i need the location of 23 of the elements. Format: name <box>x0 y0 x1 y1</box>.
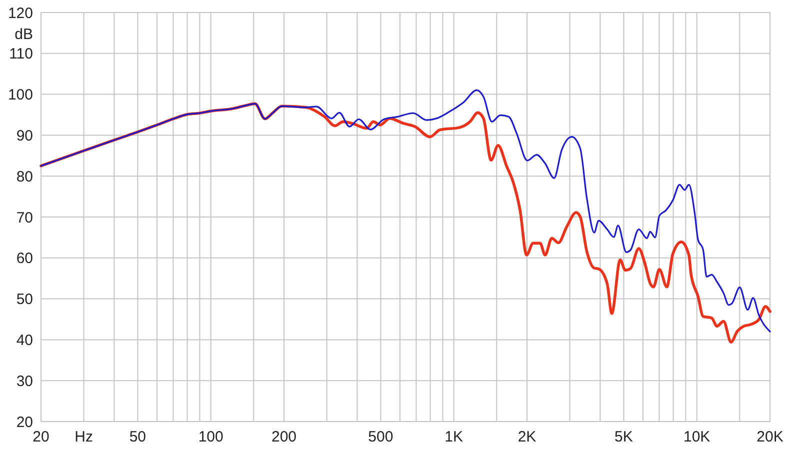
x-tick-label: 100 <box>198 428 224 446</box>
y-tick-label: 30 <box>16 372 33 390</box>
x-tick-label: 500 <box>368 428 394 446</box>
x-tick-label: 5K <box>614 428 633 446</box>
x-tick-label: 2K <box>518 428 536 446</box>
y-tick-label: 60 <box>16 250 33 268</box>
x-tick-label: Hz <box>74 428 93 446</box>
y-tick-label: 50 <box>16 291 33 308</box>
x-tick-label: 20K <box>756 428 784 446</box>
y-tick-label: 110 <box>9 46 33 63</box>
y-tick-label: 80 <box>16 168 33 186</box>
x-tick-label: 200 <box>271 428 297 446</box>
x-tick-label: 10K <box>684 428 710 446</box>
y-tick-label: 20 <box>16 414 33 431</box>
x-tick-label: 20 <box>32 428 50 446</box>
y-tick-label: 40 <box>16 332 33 349</box>
y-tick-label: 70 <box>16 209 33 226</box>
x-tick-label: 50 <box>129 428 146 446</box>
y-tick-label: 90 <box>16 127 33 144</box>
y-tick-label: 100 <box>8 86 33 104</box>
x-tick-label: 1K <box>444 428 464 446</box>
y-tick-label: 120 <box>8 4 33 22</box>
y-axis-title: dB <box>14 26 33 43</box>
